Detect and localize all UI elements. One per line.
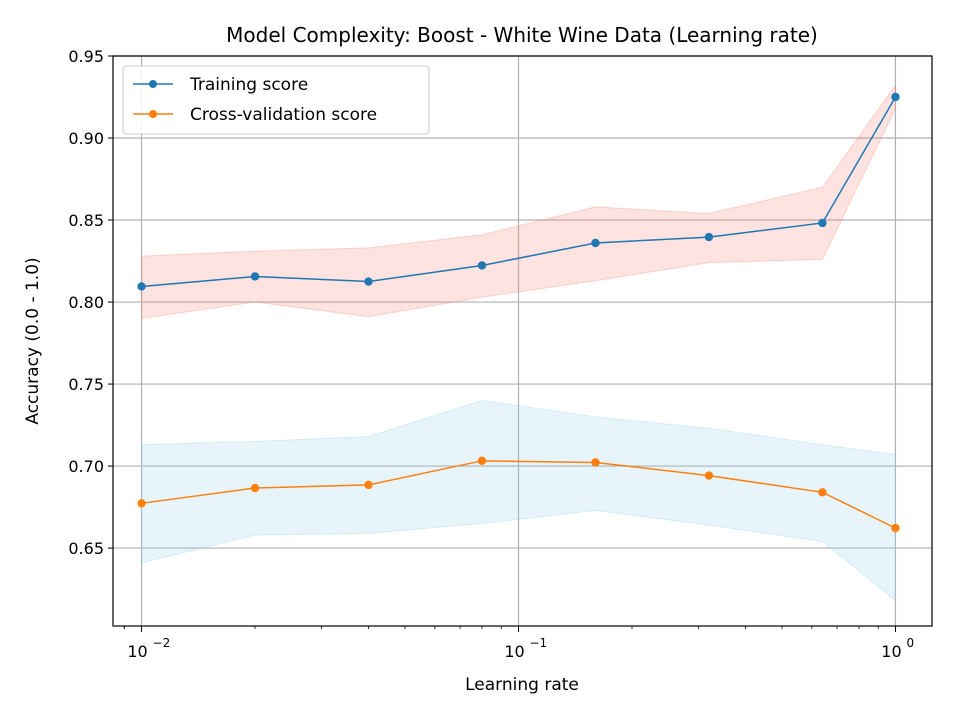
legend-marker-cv	[149, 110, 157, 118]
y-tick-label: 0.70	[68, 457, 104, 476]
x-tick-exponent: −2	[153, 636, 171, 650]
y-tick-label: 0.95	[68, 47, 104, 66]
y-tick-label: 0.65	[68, 539, 104, 558]
cv-score-point	[891, 523, 900, 533]
legend-box	[122, 65, 430, 135]
legend: Training score Cross-validation score	[122, 65, 430, 135]
cv-score-point	[704, 471, 714, 480]
legend-marker-training	[149, 80, 157, 88]
cv-score-point	[137, 499, 146, 508]
training-score-point	[364, 277, 373, 286]
legend-label-training: Training score	[189, 75, 308, 95]
training-score-band	[141, 83, 896, 320]
axis-ticks: 0.65 0.70 0.75 0.80 0.85 0.90 0.95 10 −2 10 −1 10 0	[68, 47, 914, 661]
training-score-point	[137, 282, 146, 291]
x-tick-exponent: −1	[530, 636, 548, 650]
training-score-point	[591, 238, 600, 248]
training-score-point	[891, 92, 900, 102]
x-tick-exponent: 0	[906, 636, 914, 650]
cv-score-band	[141, 399, 896, 602]
cv-score-line	[141, 460, 896, 529]
x-axis-label: Learning rate	[465, 675, 579, 695]
training-score-point	[818, 218, 827, 228]
cv-score-point	[250, 483, 260, 493]
plot-frame	[112, 55, 933, 627]
cv-score-point	[591, 458, 600, 467]
series-lines	[137, 92, 900, 533]
training-score-point	[477, 261, 487, 270]
y-axis-label: Accuracy (0.0 - 1.0)	[23, 257, 43, 424]
x-tick-label: 10	[127, 642, 147, 661]
training-score-point	[250, 272, 260, 281]
y-tick-label: 0.90	[68, 129, 104, 148]
chart-title: Model Complexity: Boost - White Wine Dat…	[226, 23, 818, 47]
training-score-line	[141, 96, 897, 288]
y-tick-label: 0.80	[68, 293, 104, 312]
cv-score-point	[364, 480, 373, 490]
cv-score-point	[477, 456, 487, 466]
confidence-bands	[141, 83, 896, 602]
legend-label-cv: Cross-validation score	[190, 105, 377, 125]
y-tick-label: 0.75	[68, 375, 104, 394]
x-tick-label: 10	[881, 642, 901, 661]
x-tick-label: 10	[504, 642, 524, 661]
cv-score-point	[818, 488, 827, 497]
training-score-point	[704, 232, 714, 242]
y-tick-label: 0.85	[68, 211, 104, 230]
